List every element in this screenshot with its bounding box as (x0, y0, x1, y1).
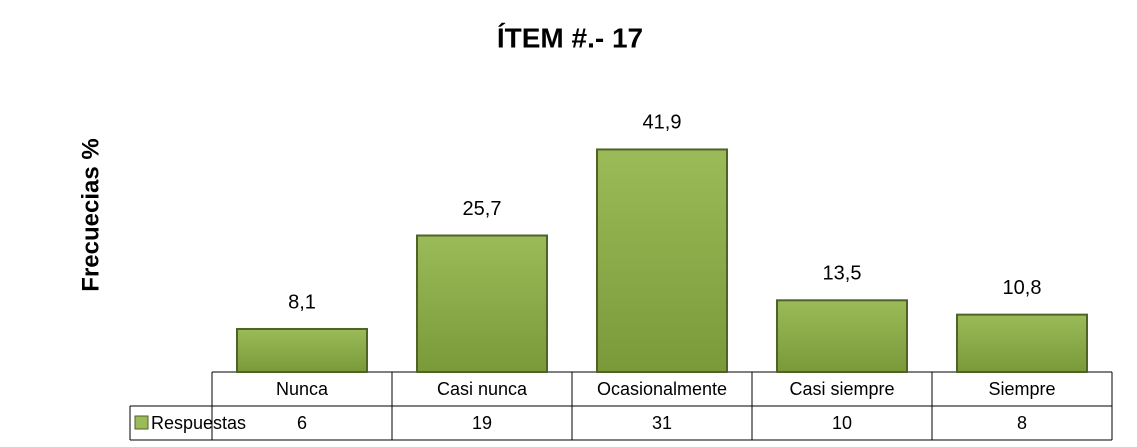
bar (596, 148, 728, 373)
bar (416, 234, 548, 373)
x-tick-label: Casi siempre (789, 379, 894, 399)
x-tick-label: Nunca (276, 379, 329, 399)
legend-label: Respuestas (151, 413, 246, 433)
data-label: 41,9 (643, 112, 682, 134)
table-value: 31 (652, 413, 672, 433)
x-tick-label: Siempre (988, 379, 1055, 399)
data-label: 13,5 (823, 263, 862, 285)
data-label: 25,7 (463, 198, 502, 220)
chart-title: ÍTEM #.- 17 (497, 22, 643, 53)
bar (776, 299, 908, 373)
bar (956, 313, 1088, 374)
bar (236, 327, 368, 374)
data-label: 10,8 (1003, 277, 1042, 299)
y-axis-label: Frecuecias % (77, 138, 104, 291)
legend-swatch (134, 415, 149, 430)
table-value: 8 (1017, 413, 1027, 433)
x-tick-label: Casi nunca (437, 379, 528, 399)
x-tick-label: Ocasionalmente (597, 379, 727, 399)
table-value: 6 (297, 413, 307, 433)
data-label: 8,1 (288, 291, 316, 313)
table-value: 10 (832, 413, 852, 433)
table-value: 19 (472, 413, 492, 433)
